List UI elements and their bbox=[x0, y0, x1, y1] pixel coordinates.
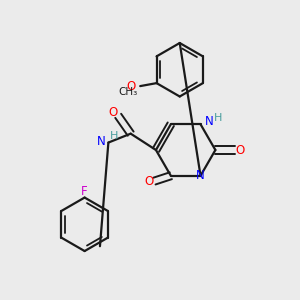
Text: F: F bbox=[81, 185, 87, 198]
Text: O: O bbox=[236, 143, 245, 157]
Text: N: N bbox=[97, 135, 105, 148]
Text: O: O bbox=[145, 175, 154, 188]
Text: O: O bbox=[108, 106, 118, 119]
Text: H: H bbox=[110, 131, 118, 141]
Text: N: N bbox=[196, 169, 205, 182]
Text: N: N bbox=[205, 116, 213, 128]
Text: H: H bbox=[214, 113, 222, 123]
Text: O: O bbox=[126, 80, 136, 93]
Text: CH₃: CH₃ bbox=[119, 87, 138, 97]
